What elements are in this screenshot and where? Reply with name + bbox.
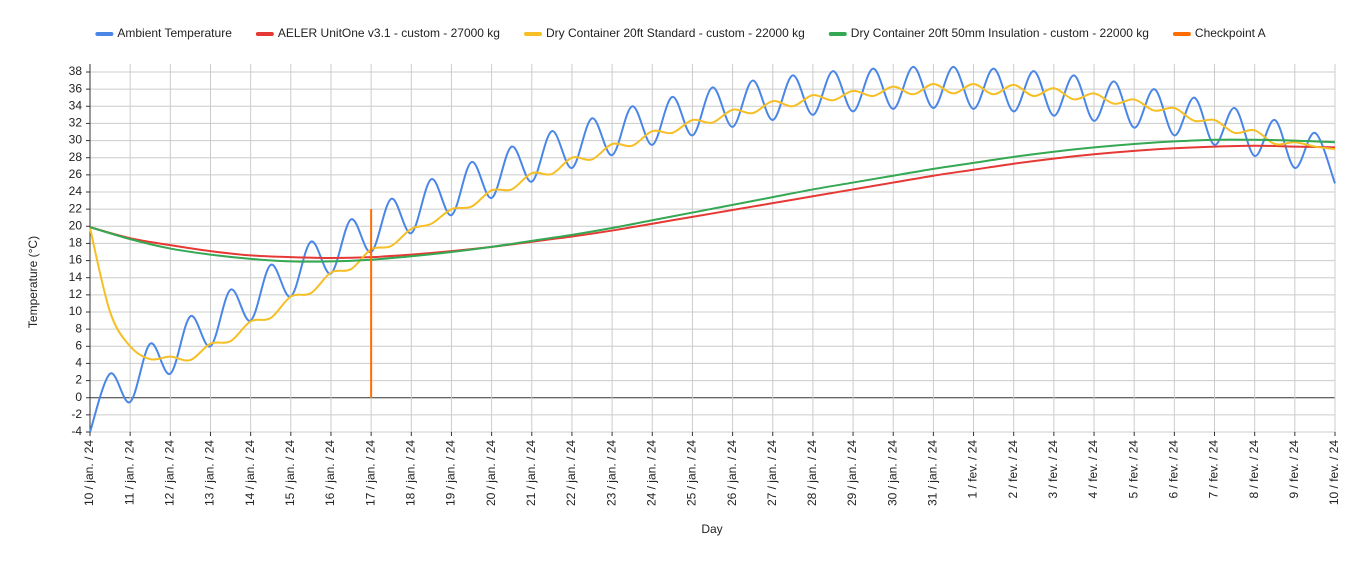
x-tick-label: 19 / jan. / 24	[444, 440, 458, 506]
y-tick-label: 14	[69, 270, 83, 284]
y-tick-label: 36	[69, 81, 83, 95]
x-tick-label: 23 / jan. / 24	[604, 440, 618, 506]
x-tick-label: 3 / fev. / 24	[1046, 440, 1060, 499]
y-tick-label: 26	[69, 167, 83, 181]
x-tick-label: 10 / fev. / 24	[1327, 440, 1341, 505]
x-tick-label: 20 / jan. / 24	[484, 440, 498, 506]
y-tick-label: 28	[69, 150, 83, 164]
x-tick-label: 11 / jan. / 24	[122, 440, 136, 505]
y-tick-label: -4	[71, 424, 82, 438]
x-tick-label: 4 / fev. / 24	[1086, 440, 1100, 499]
x-tick-label: 8 / fev. / 24	[1247, 440, 1261, 499]
x-tick-label: 28 / jan. / 24	[805, 440, 819, 506]
y-tick-label: 22	[69, 201, 83, 215]
x-tick-label: 7 / fev. / 24	[1207, 440, 1221, 499]
x-tick-label: 26 / jan. / 24	[725, 440, 739, 506]
legend-item: Dry Container 20ft 50mm Insulation - cus…	[828, 26, 1149, 40]
x-tick-label: 29 / jan. / 24	[845, 440, 859, 506]
x-tick-label: 16 / jan. / 24	[323, 440, 337, 506]
y-tick-label: 4	[75, 356, 82, 370]
y-tick-label: 32	[69, 116, 83, 130]
x-tick-label: 12 / jan. / 24	[162, 440, 176, 506]
series-line	[89, 82, 1336, 362]
x-tick-label: 25 / jan. / 24	[685, 440, 699, 506]
x-tick-label: 15 / jan. / 24	[283, 440, 297, 506]
x-tick-label: 5 / fev. / 24	[1126, 440, 1140, 499]
legend-item: AELER UnitOne v3.1 - custom - 27000 kg	[255, 26, 500, 40]
x-tick-label: 1 / fev. / 24	[966, 440, 980, 499]
y-axis-label: Temperature (°C)	[26, 236, 40, 328]
y-tick-label: 16	[69, 253, 83, 267]
x-tick-label: 31 / jan. / 24	[926, 440, 940, 506]
y-tick-label: 30	[69, 133, 83, 147]
x-tick-label: 13 / jan. / 24	[203, 440, 217, 506]
y-tick-label: 0	[75, 390, 82, 404]
legend-label: Dry Container 20ft 50mm Insulation - cus…	[851, 26, 1149, 40]
legend-label: Checkpoint A	[1195, 26, 1266, 40]
y-tick-label: 38	[69, 64, 83, 78]
y-tick-label: -2	[71, 407, 82, 421]
x-tick-label: 24 / jan. / 24	[644, 440, 658, 506]
legend-item: Checkpoint A	[1172, 26, 1266, 40]
y-tick-label: 34	[69, 98, 83, 112]
legend-item: Ambient Temperature	[95, 26, 232, 40]
y-tick-label: 8	[75, 321, 82, 335]
x-tick-label: 2 / fev. / 24	[1006, 440, 1020, 499]
series-line	[89, 138, 1336, 263]
legend-label: AELER UnitOne v3.1 - custom - 27000 kg	[278, 26, 500, 40]
x-axis-label: Day	[701, 522, 722, 536]
legend-label: Dry Container 20ft Standard - custom - 2…	[546, 26, 805, 40]
legend-label: Ambient Temperature	[117, 26, 232, 40]
series-line	[89, 144, 1336, 260]
x-tick-label: 21 / jan. / 24	[524, 440, 538, 506]
x-tick-label: 18 / jan. / 24	[403, 440, 417, 506]
y-tick-label: 24	[69, 184, 83, 198]
y-tick-label: 6	[75, 338, 82, 352]
x-tick-label: 27 / jan. / 24	[765, 440, 779, 506]
y-tick-label: 18	[69, 236, 83, 250]
x-tick-label: 6 / fev. / 24	[1167, 440, 1181, 499]
x-tick-label: 9 / fev. / 24	[1287, 440, 1301, 499]
series-layer	[89, 65, 1336, 433]
x-tick-label: 22 / jan. / 24	[564, 440, 578, 506]
x-tick-label: 17 / jan. / 24	[363, 440, 377, 506]
x-tick-label: 14 / jan. / 24	[243, 440, 257, 506]
x-tick-label: 10 / jan. / 24	[82, 440, 96, 506]
legend-item: Dry Container 20ft Standard - custom - 2…	[523, 26, 805, 40]
grid-layer: -4-2024681012141618202224262830323436381…	[69, 64, 1341, 506]
y-tick-label: 2	[75, 373, 82, 387]
y-tick-label: 20	[69, 218, 83, 232]
legend: Ambient Temperature AELER UnitOne v3.1 - …	[95, 26, 1266, 40]
y-tick-label: 12	[69, 287, 83, 301]
x-tick-label: 30 / jan. / 24	[885, 440, 899, 506]
y-tick-label: 10	[69, 304, 83, 318]
